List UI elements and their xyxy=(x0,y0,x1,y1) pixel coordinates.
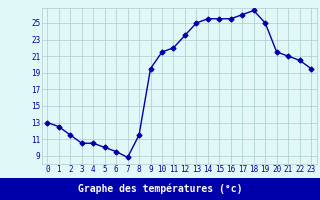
Text: Graphe des températures (°c): Graphe des températures (°c) xyxy=(78,184,242,194)
